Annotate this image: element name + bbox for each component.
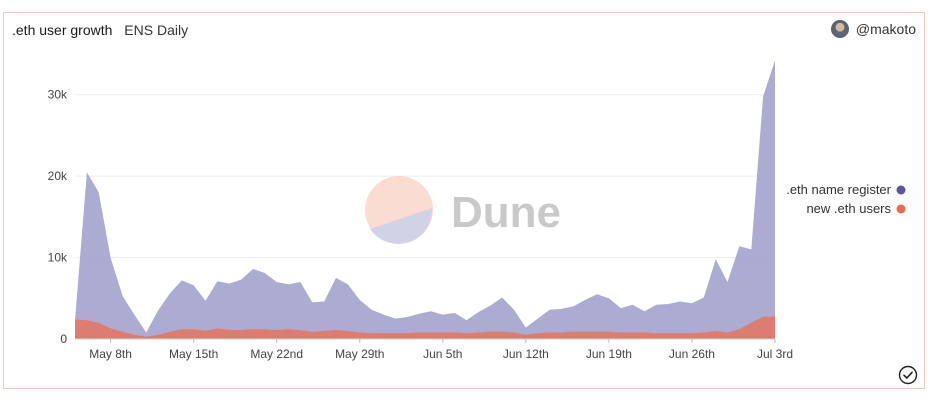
x-tick-label: May 15th (169, 347, 218, 361)
avatar (830, 20, 849, 38)
y-tick-label: 0 (60, 332, 67, 346)
y-tick-label: 30k (48, 88, 68, 102)
x-tick-label: May 29th (335, 347, 384, 361)
chart-subtitle: ENS Daily (124, 22, 189, 38)
chart-title[interactable]: .eth user growth (12, 22, 113, 38)
y-tick-label: 10k (48, 251, 68, 265)
legend-marker (896, 185, 906, 195)
x-tick-label: Jun 26th (669, 347, 715, 361)
watermark: Dune (365, 176, 561, 244)
dune-logo-icon (365, 176, 433, 244)
legend-marker (896, 204, 906, 214)
series-area-new-users[interactable] (75, 316, 775, 339)
y-tick-label: 20k (48, 169, 68, 183)
dune-logo-shade (370, 208, 433, 244)
x-tick-label: Jun 12th (503, 347, 549, 361)
x-tick-label: May 22nd (250, 347, 303, 361)
series-area-register[interactable] (75, 60, 775, 340)
watermark-text: Dune (451, 188, 561, 237)
author-username[interactable]: @makoto (855, 21, 916, 37)
chart-header: .eth user growth ENS Daily (12, 22, 188, 38)
author-badge[interactable]: @makoto (830, 20, 916, 38)
check-circle-icon[interactable] (898, 365, 918, 385)
legend-label[interactable]: .eth name register (786, 182, 891, 197)
x-tick-label: May 8th (89, 347, 132, 361)
legend-label[interactable]: new .eth users (806, 201, 891, 216)
x-tick-label: Jul 3rd (757, 347, 793, 361)
x-tick-label: Jun 5th (423, 347, 462, 361)
x-tick-label: Jun 19th (586, 347, 632, 361)
